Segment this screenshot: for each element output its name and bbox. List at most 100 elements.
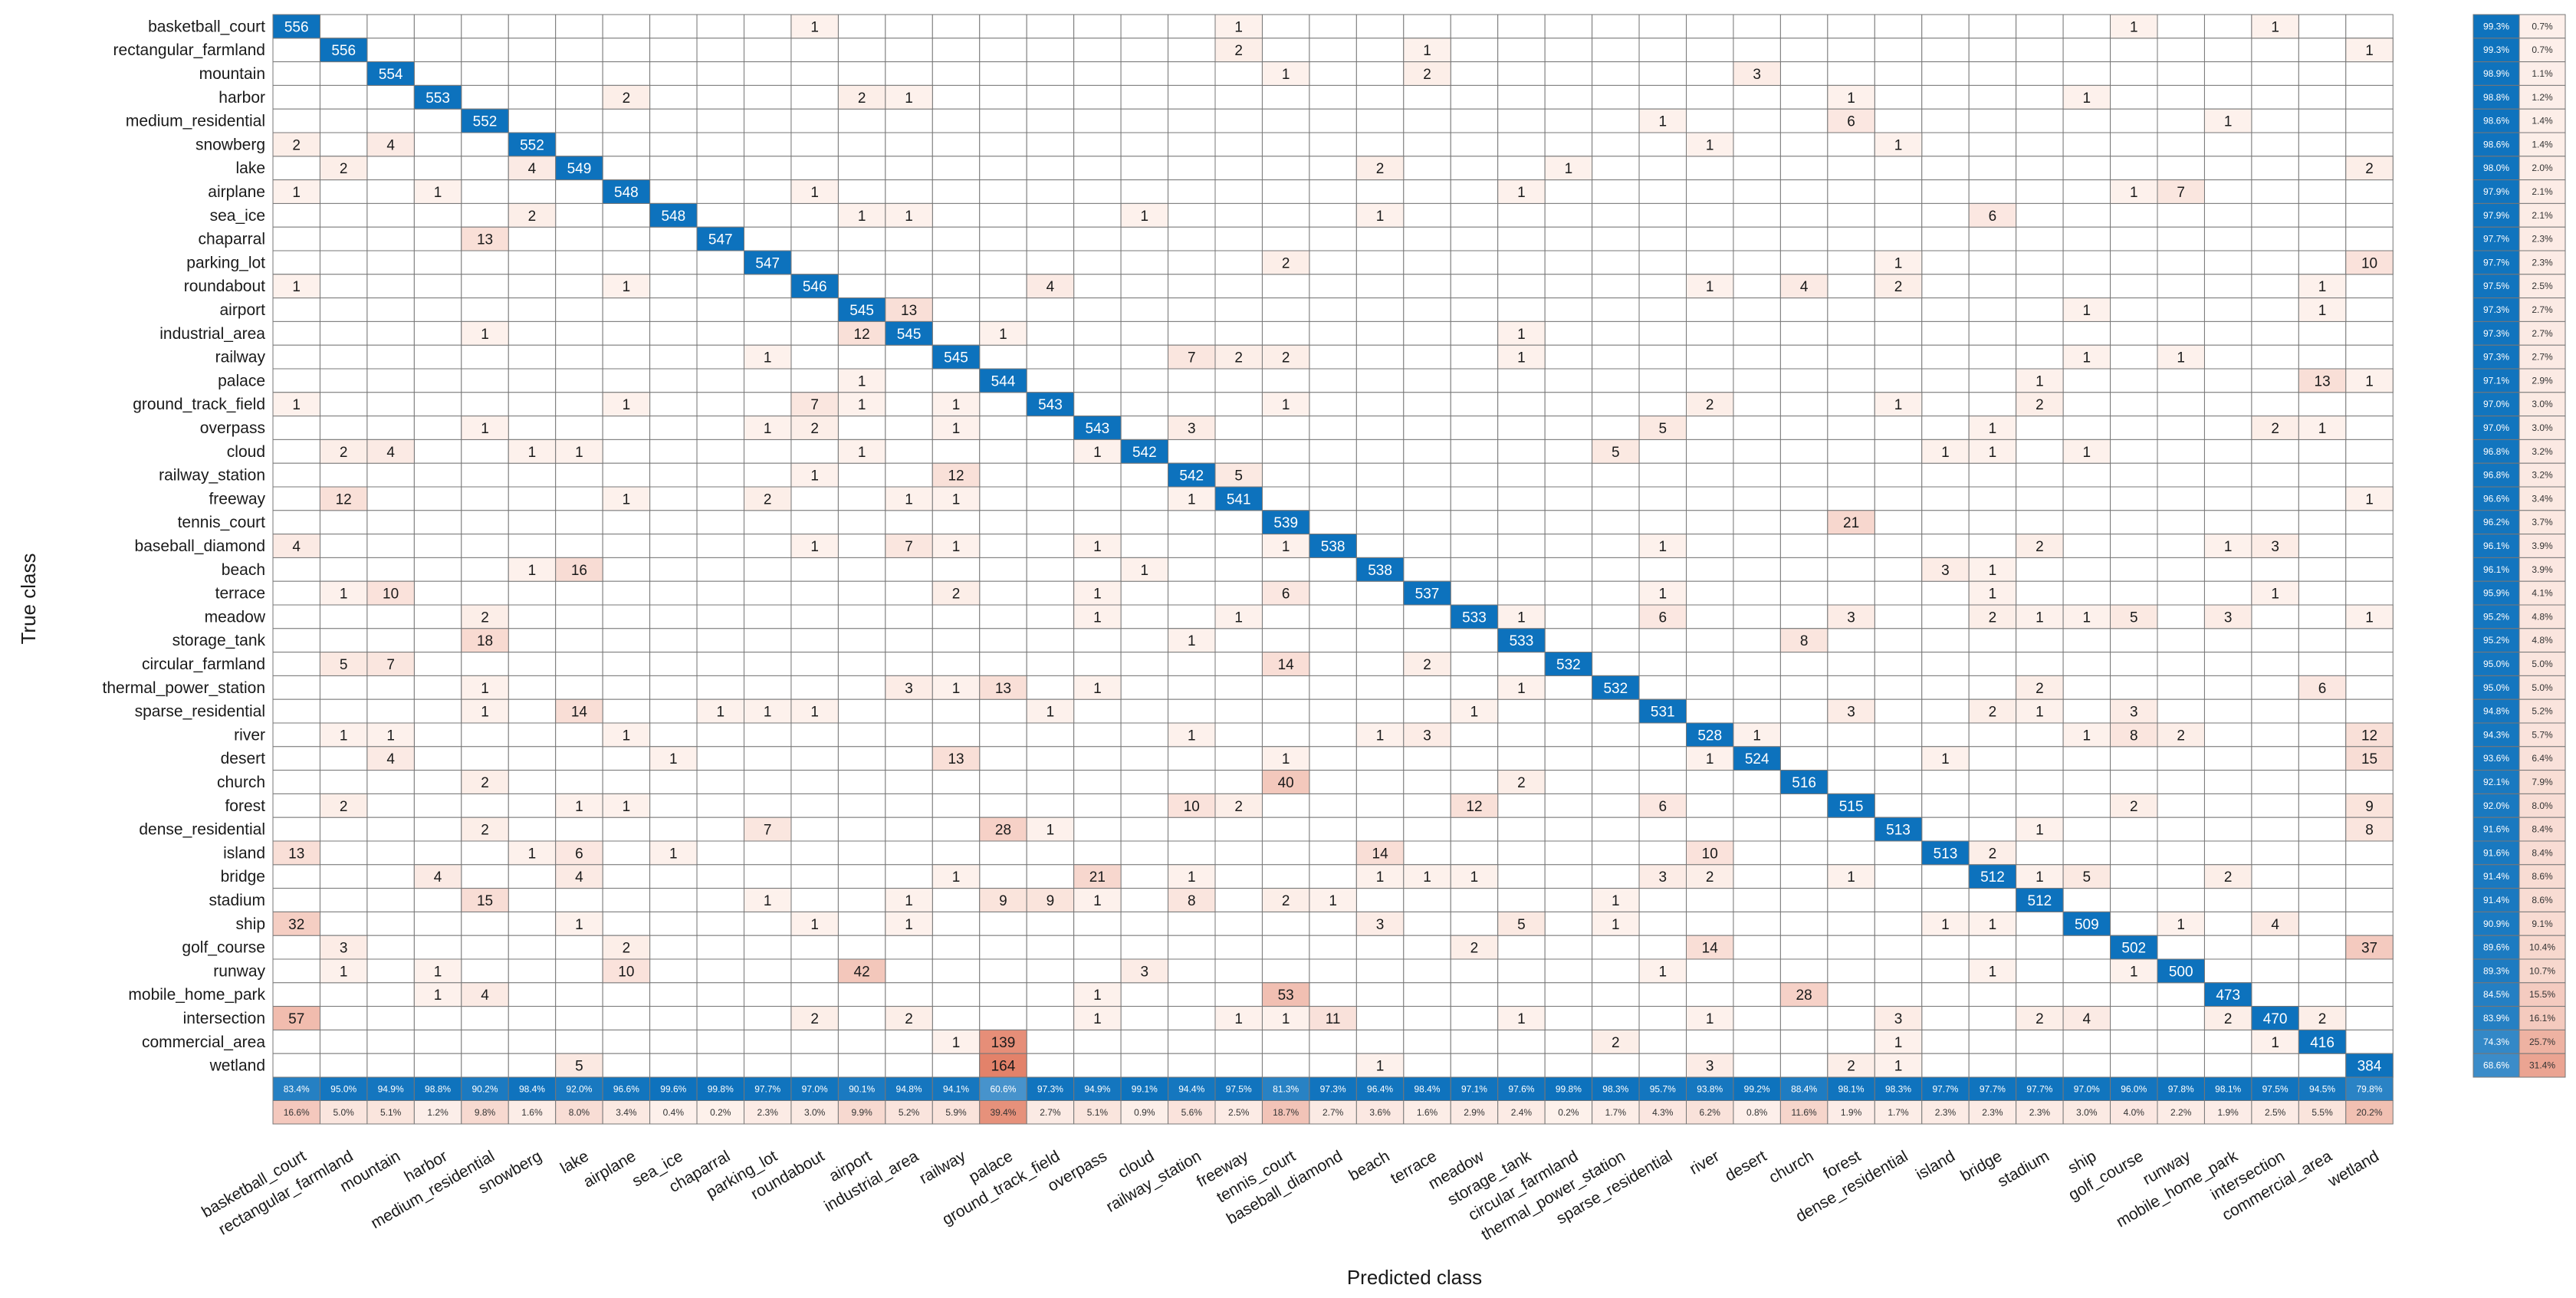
matrix-cell-empty bbox=[461, 462, 509, 488]
matrix-cell-empty bbox=[1874, 368, 1923, 393]
matrix-cell-empty bbox=[508, 462, 557, 488]
matrix-cell-empty bbox=[696, 156, 744, 181]
matrix-cell-value: 1 bbox=[1658, 964, 1667, 980]
matrix-cell-empty bbox=[1638, 38, 1687, 63]
matrix-cell-empty bbox=[272, 1029, 320, 1054]
matrix-cell-empty bbox=[2157, 864, 2205, 889]
matrix-cell-error bbox=[1638, 534, 1687, 558]
matrix-cell-error bbox=[1827, 698, 1875, 724]
matrix-cell-empty bbox=[602, 698, 651, 724]
matrix-cell-empty bbox=[979, 344, 1027, 370]
matrix-cell-empty bbox=[1073, 817, 1122, 842]
matrix-cell-empty bbox=[2016, 202, 2064, 228]
matrix-cell-empty bbox=[649, 462, 698, 488]
matrix-cell-empty bbox=[837, 888, 886, 912]
row-summary-correct: 92.1% bbox=[2483, 777, 2509, 787]
matrix-cell-empty bbox=[2345, 510, 2394, 535]
matrix-cell-value: 3 bbox=[1141, 964, 1149, 980]
matrix-cell-error bbox=[2016, 698, 2064, 724]
row-summary-error-cell bbox=[2518, 439, 2566, 464]
matrix-cell-empty bbox=[366, 202, 415, 228]
column-summary-correct-cell bbox=[508, 1076, 557, 1101]
matrix-cell-value: 1 bbox=[1188, 633, 1196, 649]
matrix-cell-empty bbox=[1497, 557, 1546, 582]
matrix-cell-error bbox=[1779, 628, 1829, 653]
row-label: palace bbox=[218, 372, 265, 389]
row-summary-error-cell bbox=[2518, 84, 2566, 110]
matrix-cell-empty bbox=[1073, 179, 1122, 204]
matrix-cell-empty bbox=[696, 179, 744, 204]
matrix-cell-empty bbox=[413, 746, 462, 771]
matrix-cell-empty bbox=[1120, 179, 1169, 204]
matrix-cell-empty bbox=[932, 179, 981, 204]
row-summary-error: 3.2% bbox=[2532, 470, 2553, 481]
row-label: medium_residential bbox=[126, 113, 265, 130]
matrix-cell-value: 3 bbox=[1658, 869, 1667, 886]
matrix-cell-empty bbox=[979, 982, 1027, 1007]
matrix-cell-empty bbox=[366, 911, 415, 936]
matrix-cell-empty bbox=[790, 982, 839, 1007]
matrix-cell-empty bbox=[2203, 202, 2252, 228]
matrix-cell-empty bbox=[555, 604, 603, 629]
matrix-cell-empty bbox=[2298, 698, 2347, 724]
matrix-cell-empty bbox=[1309, 344, 1357, 370]
matrix-cell-error bbox=[932, 486, 981, 511]
matrix-cell-empty bbox=[413, 344, 462, 370]
matrix-cell-error bbox=[1355, 202, 1405, 228]
matrix-cell-empty bbox=[1544, 698, 1593, 724]
matrix-cell-empty bbox=[2157, 202, 2205, 228]
row-summary-error: 2.0% bbox=[2532, 163, 2553, 173]
matrix-cell-empty bbox=[508, 297, 557, 322]
matrix-cell-empty bbox=[1214, 675, 1263, 700]
matrix-cell-empty bbox=[1214, 510, 1263, 535]
matrix-cell-empty bbox=[1497, 534, 1546, 558]
column-label: airplane bbox=[580, 1147, 639, 1191]
matrix-cell-error bbox=[1686, 1053, 1734, 1078]
matrix-cell-empty bbox=[932, 722, 981, 748]
matrix-cell-empty bbox=[1497, 416, 1546, 440]
column-summary-error-cell bbox=[2345, 1100, 2394, 1125]
matrix-cell-empty bbox=[1168, 982, 1216, 1007]
matrix-cell-empty bbox=[1686, 250, 1734, 275]
matrix-cell-value: 37 bbox=[2361, 941, 2377, 957]
row-summary-error: 3.4% bbox=[2532, 493, 2553, 504]
matrix-cell-empty bbox=[1779, 320, 1829, 346]
row-summary-correct: 91.6% bbox=[2483, 847, 2509, 858]
matrix-cell-empty bbox=[1073, 793, 1122, 818]
matrix-cell-empty bbox=[413, 462, 462, 488]
matrix-cell-value: 5 bbox=[1658, 421, 1667, 437]
matrix-cell-empty bbox=[1733, 416, 1781, 440]
matrix-cell-error bbox=[2298, 1006, 2347, 1030]
matrix-cell-empty bbox=[319, 368, 368, 393]
matrix-cell-value: 1 bbox=[623, 491, 631, 508]
matrix-cell-value: 545 bbox=[897, 327, 922, 343]
matrix-cell-empty bbox=[2157, 38, 2205, 63]
matrix-cell-empty bbox=[1120, 1053, 1169, 1078]
row-label: basketball_court bbox=[148, 18, 265, 35]
matrix-cell-empty bbox=[366, 392, 415, 417]
matrix-cell-empty bbox=[837, 840, 886, 866]
matrix-cell-error bbox=[1592, 888, 1640, 912]
matrix-cell-error bbox=[790, 416, 839, 440]
matrix-cell-value: 2 bbox=[2365, 161, 2374, 177]
matrix-cell-empty bbox=[1214, 911, 1263, 936]
matrix-cell-error bbox=[1355, 840, 1405, 866]
matrix-cell-empty bbox=[1968, 297, 2017, 322]
matrix-cell-empty bbox=[555, 628, 603, 653]
matrix-cell-empty bbox=[2110, 746, 2158, 771]
matrix-cell-empty bbox=[1450, 1029, 1499, 1054]
row-summary-correct-cell bbox=[2472, 486, 2520, 511]
row-label: airplane bbox=[208, 183, 265, 201]
matrix-cell-empty bbox=[2298, 1053, 2347, 1078]
matrix-cell-empty bbox=[1168, 557, 1216, 582]
matrix-cell-empty bbox=[1261, 156, 1310, 181]
matrix-cell-empty bbox=[979, 156, 1027, 181]
matrix-cell-error bbox=[1686, 392, 1734, 417]
matrix-cell-empty bbox=[1921, 38, 1970, 63]
matrix-cell-empty bbox=[1779, 297, 1829, 322]
matrix-cell-empty bbox=[1968, 14, 2017, 39]
matrix-cell-value: 1 bbox=[2130, 964, 2138, 980]
matrix-cell-empty bbox=[2110, 628, 2158, 653]
matrix-cell-empty bbox=[1592, 604, 1640, 629]
matrix-cell-empty bbox=[932, 557, 981, 582]
